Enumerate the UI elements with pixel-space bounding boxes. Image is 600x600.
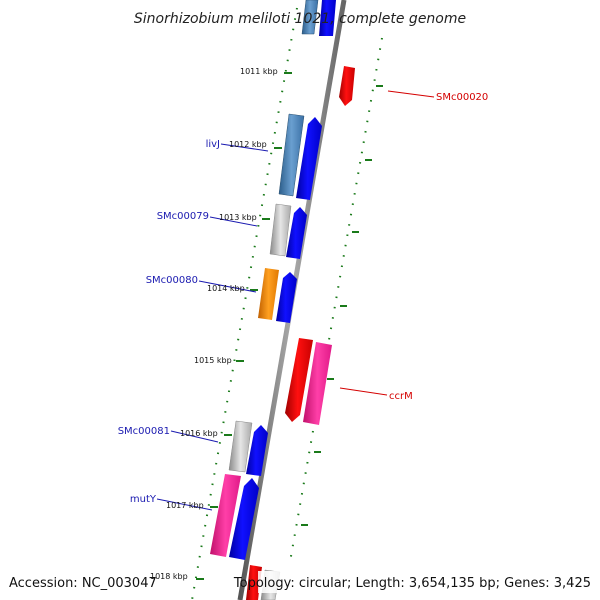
tick-label: 1012 kbp [229, 140, 267, 149]
tick-label: 1017 kbp [166, 501, 204, 510]
leader-line-muty [156, 498, 213, 511]
gene-features [210, 0, 355, 600]
leader-line-smc00079 [209, 216, 258, 227]
gene-feature-red [339, 66, 355, 106]
gene-feature-blue [276, 272, 297, 323]
gene-label-muty: mutY [130, 494, 157, 505]
tick-marks [196, 72, 383, 580]
gene-label-smc00080: SMc00080 [146, 275, 198, 286]
leader-line-smc00020 [387, 90, 435, 98]
gene-labels: livJ SMc00079 SMc00080 SMc00081 mutY SMc… [118, 92, 489, 505]
tick-label: 1016 kbp [180, 429, 218, 438]
map-title: Sinorhizobium meliloti 1021, complete ge… [134, 11, 466, 27]
gene-feature-blue [319, 0, 336, 36]
gene-label-livj: livJ [206, 139, 220, 150]
gene-feature-orange [258, 268, 279, 320]
tick-label: 1015 kbp [194, 356, 232, 365]
gene-feature-blue [229, 478, 259, 560]
leader-line-ccrm [339, 387, 388, 396]
gene-feature-pink [303, 342, 332, 425]
gene-feature-pink [210, 474, 241, 557]
leader-line-livj [220, 143, 269, 152]
tick-label: 1018 kbp [150, 572, 188, 581]
gene-feature-gray [269, 203, 292, 257]
tick-label: 1013 kbp [219, 213, 257, 222]
tick-labels: 1011 kbp 1012 kbp 1013 kbp 1014 kbp 1015… [150, 67, 278, 581]
tick-label: 1011 kbp [240, 67, 278, 76]
gene-feature-red [285, 338, 313, 422]
gene-label-ccrm: ccrM [389, 391, 413, 402]
gene-label-smc00020: SMc00020 [436, 92, 488, 103]
gene-label-smc00079: SMc00079 [157, 211, 209, 222]
footer-topology-backdrop [258, 571, 594, 593]
gene-feature-blue [296, 117, 322, 200]
leader-line-smc00081 [170, 430, 219, 443]
gene-feature-steel [301, 0, 319, 35]
gene-feature-gray [228, 420, 253, 473]
leader-line-smc00080 [198, 280, 257, 293]
gene-label-smc00081: SMc00081 [118, 426, 170, 437]
accession-text: Accession: NC_003047 [9, 576, 157, 591]
tick-label: 1014 kbp [207, 284, 245, 293]
topology-text: Topology: circular; Length: 3,654,135 bp… [233, 576, 591, 591]
gene-feature-blue [246, 425, 268, 476]
label-leader-lines [156, 90, 435, 511]
gene-feature-steel [278, 113, 305, 197]
gene-feature-blue [286, 207, 307, 259]
